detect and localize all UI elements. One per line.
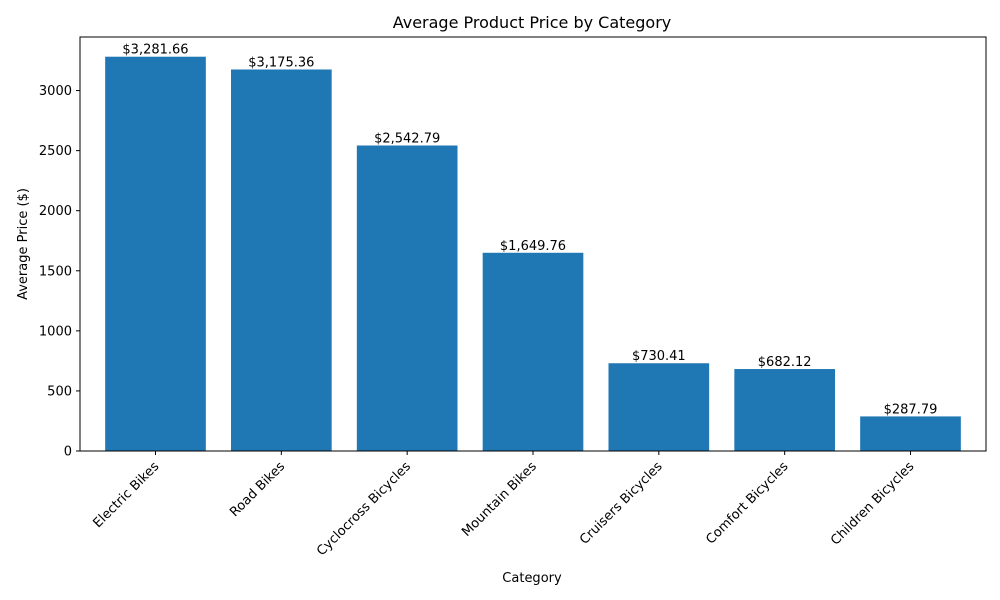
bar-value-label-children-bicycles: $287.79 [884, 402, 938, 417]
y-axis-label: Average Price ($) [16, 188, 31, 300]
x-axis-label: Category [502, 571, 562, 586]
bar-value-label-electric-bikes: $3,281.66 [122, 43, 188, 58]
x-tick-label-cruisers-bicycles: Cruisers Bicycles [577, 459, 666, 548]
bar-labels-group: $3,281.66 $3,175.36 $2,542.79 $1,649.76 $730… [122, 43, 937, 418]
bar-value-label-mountain-bikes: $1,649.76 [500, 239, 566, 254]
bar-value-label-cyclocross-bicycles: $2,542.79 [374, 131, 440, 146]
bar-mountain-bikes [482, 252, 584, 451]
y-tick-label-0: 0 [64, 445, 72, 460]
bar-comfort-bicycles [734, 369, 835, 451]
y-tick-label-1000: 1000 [39, 324, 72, 339]
y-tick-label-3000: 3000 [39, 84, 72, 99]
chart-title: Average Product Price by Category [393, 13, 672, 32]
x-tick-label-cyclocross-bicycles: Cyclocross Bicycles [314, 459, 414, 559]
bars-group [105, 56, 961, 452]
x-tick-label-mountain-bikes: Mountain Bikes [459, 459, 540, 540]
bar-children-bicycles [860, 416, 961, 451]
x-axis: Electric Bikes Road Bikes Cyclocross Bicyc… [90, 451, 917, 559]
bar-cruisers-bicycles [608, 363, 710, 451]
y-tick-label-500: 500 [47, 384, 72, 399]
x-tick-label-comfort-bicycles: Comfort Bicycles [703, 459, 791, 547]
bar-road-bikes [231, 69, 332, 451]
x-tick-label-road-bikes: Road Bikes [227, 459, 288, 520]
y-tick-label-2000: 2000 [39, 204, 72, 219]
y-tick-label-2500: 2500 [39, 144, 72, 159]
bar-electric-bikes [105, 56, 206, 452]
bar-value-label-road-bikes: $3,175.36 [248, 55, 314, 70]
x-tick-label-children-bicycles: Children Bicycles [828, 459, 917, 548]
bar-cyclocross-bicycles [356, 145, 458, 451]
bar-value-label-comfort-bicycles: $682.12 [758, 355, 812, 370]
y-tick-label-1500: 1500 [39, 264, 72, 279]
x-tick-label-electric-bikes: Electric Bikes [90, 459, 162, 531]
plot-frame [79, 36, 987, 452]
bar-value-label-cruisers-bicycles: $730.41 [632, 349, 686, 364]
y-axis: 0 500 1000 1500 2000 2500 3000 [39, 84, 80, 460]
